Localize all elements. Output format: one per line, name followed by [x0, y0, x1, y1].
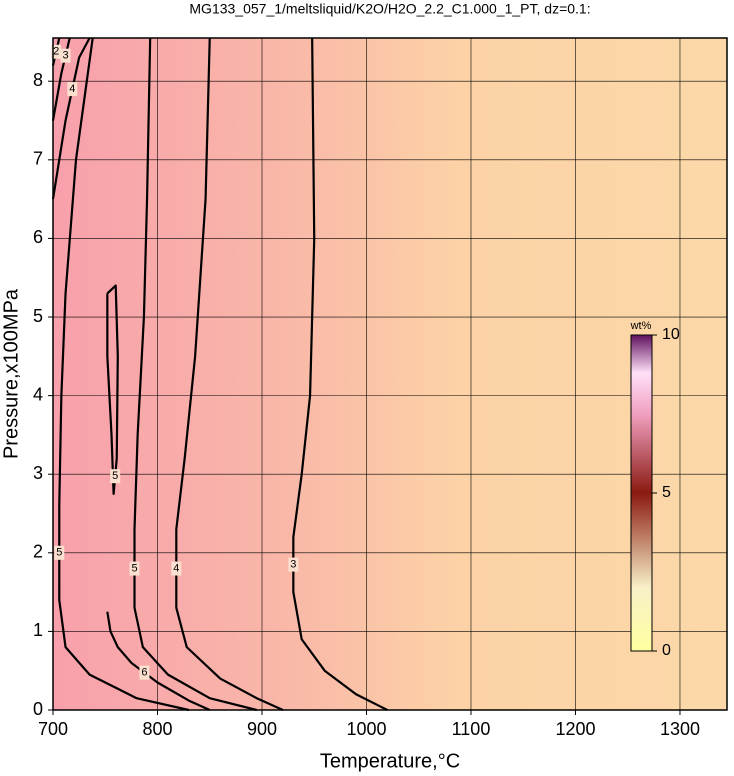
x-tick-label: 900 [247, 719, 277, 739]
chart-title: MG133_057_1/meltsliquid/K2O/H2O_2.2_C1.0… [189, 1, 590, 17]
y-tick-label: 5 [33, 306, 43, 326]
contour-label: 4 [69, 83, 75, 95]
contour-line [106, 611, 211, 712]
y-tick-label: 6 [33, 227, 43, 247]
contour-label-bg [60, 48, 71, 63]
x-axis-label: Temperature,°C [320, 750, 460, 772]
contour-label: 5 [56, 547, 62, 559]
x-tick-label: 700 [38, 719, 68, 739]
contour-label: 3 [290, 559, 296, 571]
contour-label-bg [54, 545, 65, 560]
contour-label-bg [129, 561, 140, 576]
colorbar-tick-label: 5 [662, 484, 671, 501]
plot-frame [52, 37, 728, 711]
x-tick-label: 800 [142, 719, 172, 739]
contour-label: 3 [62, 50, 68, 62]
contour-label: 5 [112, 470, 118, 482]
contour-label: 6 [141, 667, 147, 679]
contour-label-bg [288, 557, 299, 572]
colorbar [630, 334, 653, 652]
y-tick-label: 1 [33, 620, 43, 640]
plot-background [53, 38, 727, 710]
y-tick-label: 8 [33, 70, 43, 90]
colorbar-label: wt% [630, 320, 652, 332]
y-tick-label: 3 [33, 463, 43, 483]
contour-label-bg [67, 82, 78, 97]
x-tick-label: 1300 [660, 719, 700, 739]
y-tick-label: 0 [33, 699, 43, 719]
x-tick-label: 1100 [452, 719, 491, 739]
x-tick-label: 1200 [555, 719, 595, 739]
y-tick-label: 7 [33, 149, 43, 169]
colorbar-tick-label: 0 [662, 642, 671, 659]
contour-label-bg [171, 561, 182, 576]
y-tick-label: 2 [33, 542, 43, 562]
x-tick-label: 1000 [346, 719, 386, 739]
contour-label-bg [110, 469, 121, 484]
y-tick-label: 4 [33, 384, 43, 404]
contour-label-bg [139, 665, 150, 680]
colorbar-tick-label: 10 [662, 326, 680, 343]
contour-label: 4 [173, 562, 179, 574]
contour-label-bg [51, 44, 62, 59]
y-axis-label: Pressure,x100MPa [0, 288, 22, 459]
contour-label: 5 [131, 562, 137, 574]
contour-label: 2 [53, 46, 59, 58]
